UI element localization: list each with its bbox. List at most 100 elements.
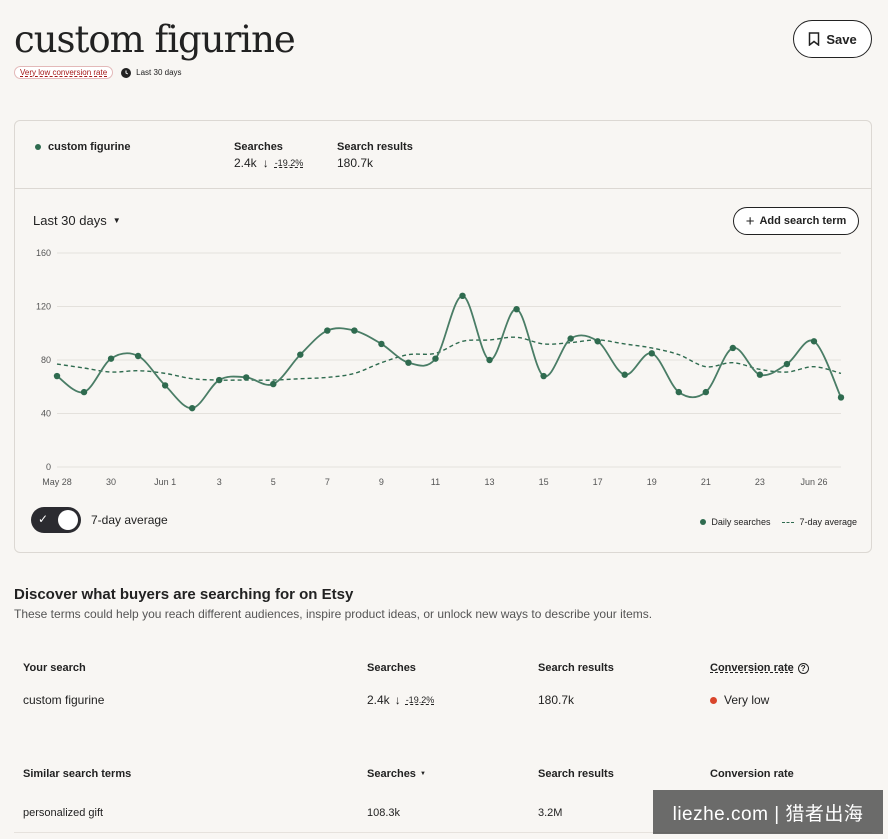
- data-point: [594, 338, 601, 345]
- conversion-value: Very low: [724, 693, 770, 707]
- x-tick-label: 17: [593, 477, 603, 487]
- data-point: [216, 376, 223, 384]
- x-tick-label: 21: [701, 477, 711, 487]
- data-point: [53, 372, 61, 380]
- header-conversion[interactable]: Conversion rate ?: [710, 662, 809, 674]
- conversion-badge[interactable]: Very low conversion rate: [14, 66, 114, 79]
- data-point: [702, 388, 710, 396]
- your-search-term: custom figurine: [23, 693, 105, 707]
- data-point: [405, 359, 412, 366]
- page-title: custom figurine: [14, 18, 296, 61]
- y-tick-label: 120: [36, 302, 51, 312]
- header-similar-conversion: Conversion rate: [710, 768, 794, 780]
- status-dot: [710, 696, 717, 704]
- data-point: [134, 352, 142, 360]
- x-tick-label: 5: [271, 477, 276, 487]
- x-tick-label: May 28: [42, 477, 72, 487]
- save-label: Save: [826, 31, 857, 47]
- search-chart: 0 40 80 120 160 May 28 30 Jun 1 3 5 7 9 11 13 15 17 19 21…: [36, 248, 845, 487]
- header-similar-searches[interactable]: Searches ▼: [367, 768, 426, 780]
- period-indicator: Last 30 days: [121, 67, 182, 78]
- toggle-knob: [58, 510, 78, 530]
- clock-icon: [121, 67, 132, 78]
- card-header: custom figurine Searches 2.4k ↓ -19.2% S…: [15, 121, 871, 189]
- add-search-term-button[interactable]: + Add search term: [733, 207, 859, 235]
- discover-title: Discover what buyers are searching for o…: [14, 586, 354, 603]
- x-tick-label: 3: [217, 477, 222, 487]
- arrow-down-icon: ↓: [262, 156, 269, 170]
- header-results: Search results: [538, 662, 614, 674]
- similar-term-0[interactable]: personalized gift: [23, 807, 104, 819]
- arrow-down-icon: ↓: [394, 693, 401, 707]
- x-tick-label: 23: [755, 477, 765, 487]
- conversion-header-label: Conversion rate: [710, 662, 794, 674]
- searches-value: 2.4k: [234, 156, 257, 170]
- row-divider: [14, 832, 872, 833]
- searches-stat: Searches 2.4k ↓ -19.2%: [234, 141, 303, 170]
- plus-icon: +: [745, 212, 755, 230]
- discover-subtitle: These terms could help you reach differe…: [14, 607, 653, 621]
- searches-change[interactable]: -19.2%: [274, 158, 304, 168]
- data-point: [729, 344, 737, 352]
- series-line-average: [56, 336, 842, 381]
- similar-searches-label: Searches: [367, 768, 416, 780]
- average-toggle[interactable]: ✓: [31, 507, 81, 533]
- legend-dash: [782, 521, 795, 523]
- y-tick-label: 80: [41, 355, 51, 365]
- data-point: [378, 340, 385, 348]
- your-search-searches: 2.4k ↓ -19.2%: [367, 693, 434, 707]
- bookmark-icon: [809, 32, 820, 46]
- your-search-results: 180.7k: [538, 693, 575, 707]
- similar-searches-0: 108.3k: [367, 807, 401, 819]
- help-icon[interactable]: ?: [797, 662, 809, 674]
- y-tick-label: 40: [41, 409, 51, 419]
- data-point: [540, 372, 547, 380]
- term-label: custom figurine: [48, 141, 131, 153]
- data-point: [324, 327, 331, 334]
- legend-average: 7-day average: [799, 517, 857, 527]
- check-icon: ✓: [38, 512, 49, 526]
- data-point: [161, 382, 169, 389]
- x-tick-label: 7: [325, 477, 330, 487]
- x-tick-label: Jun 1: [154, 477, 176, 487]
- data-point: [80, 388, 88, 396]
- series-dot: [35, 144, 41, 150]
- period-label: Last 30 days: [136, 68, 182, 77]
- legend-dot: [700, 519, 707, 525]
- sort-down-icon: ▼: [419, 771, 426, 777]
- add-term-label: Add search term: [759, 215, 847, 227]
- data-point: [783, 360, 791, 368]
- data-point: [270, 380, 277, 388]
- your-search-conversion: Very low: [710, 693, 769, 707]
- results-value: 180.7k: [337, 156, 374, 170]
- x-tick-label: Jun 26: [800, 477, 827, 487]
- data-point: [810, 338, 818, 345]
- data-point: [297, 351, 304, 358]
- series-line-daily: [56, 294, 842, 410]
- your-searches-change[interactable]: -19.2%: [405, 695, 435, 705]
- range-dropdown[interactable]: Last 30 days ▼: [33, 213, 121, 228]
- data-point: [459, 292, 466, 299]
- y-tick-label: 0: [46, 462, 51, 472]
- search-trend-card: custom figurine Searches 2.4k ↓ -19.2% S…: [14, 120, 872, 553]
- save-button[interactable]: Save: [793, 20, 872, 58]
- watermark: liezhe.com | 猎者出海: [653, 790, 883, 834]
- results-stat: Search results 180.7k: [337, 141, 413, 170]
- data-point: [675, 388, 682, 396]
- x-tick-label: 19: [647, 477, 657, 487]
- data-point: [837, 394, 845, 401]
- header-similar-terms: Similar search terms: [23, 768, 132, 780]
- toggle-label: 7-day average: [91, 513, 168, 527]
- data-point: [621, 371, 628, 378]
- x-tick-label: 9: [379, 477, 384, 487]
- data-point: [351, 327, 358, 334]
- data-point: [432, 355, 439, 362]
- chart-legend: Daily searches 7-day average: [700, 517, 857, 527]
- header-searches: Searches: [367, 662, 416, 674]
- data-point: [243, 374, 250, 381]
- x-tick-label: 15: [539, 477, 549, 487]
- your-searches-value: 2.4k: [367, 693, 390, 707]
- data-point: [648, 350, 655, 357]
- data-point: [188, 404, 196, 412]
- range-label: Last 30 days: [33, 213, 107, 228]
